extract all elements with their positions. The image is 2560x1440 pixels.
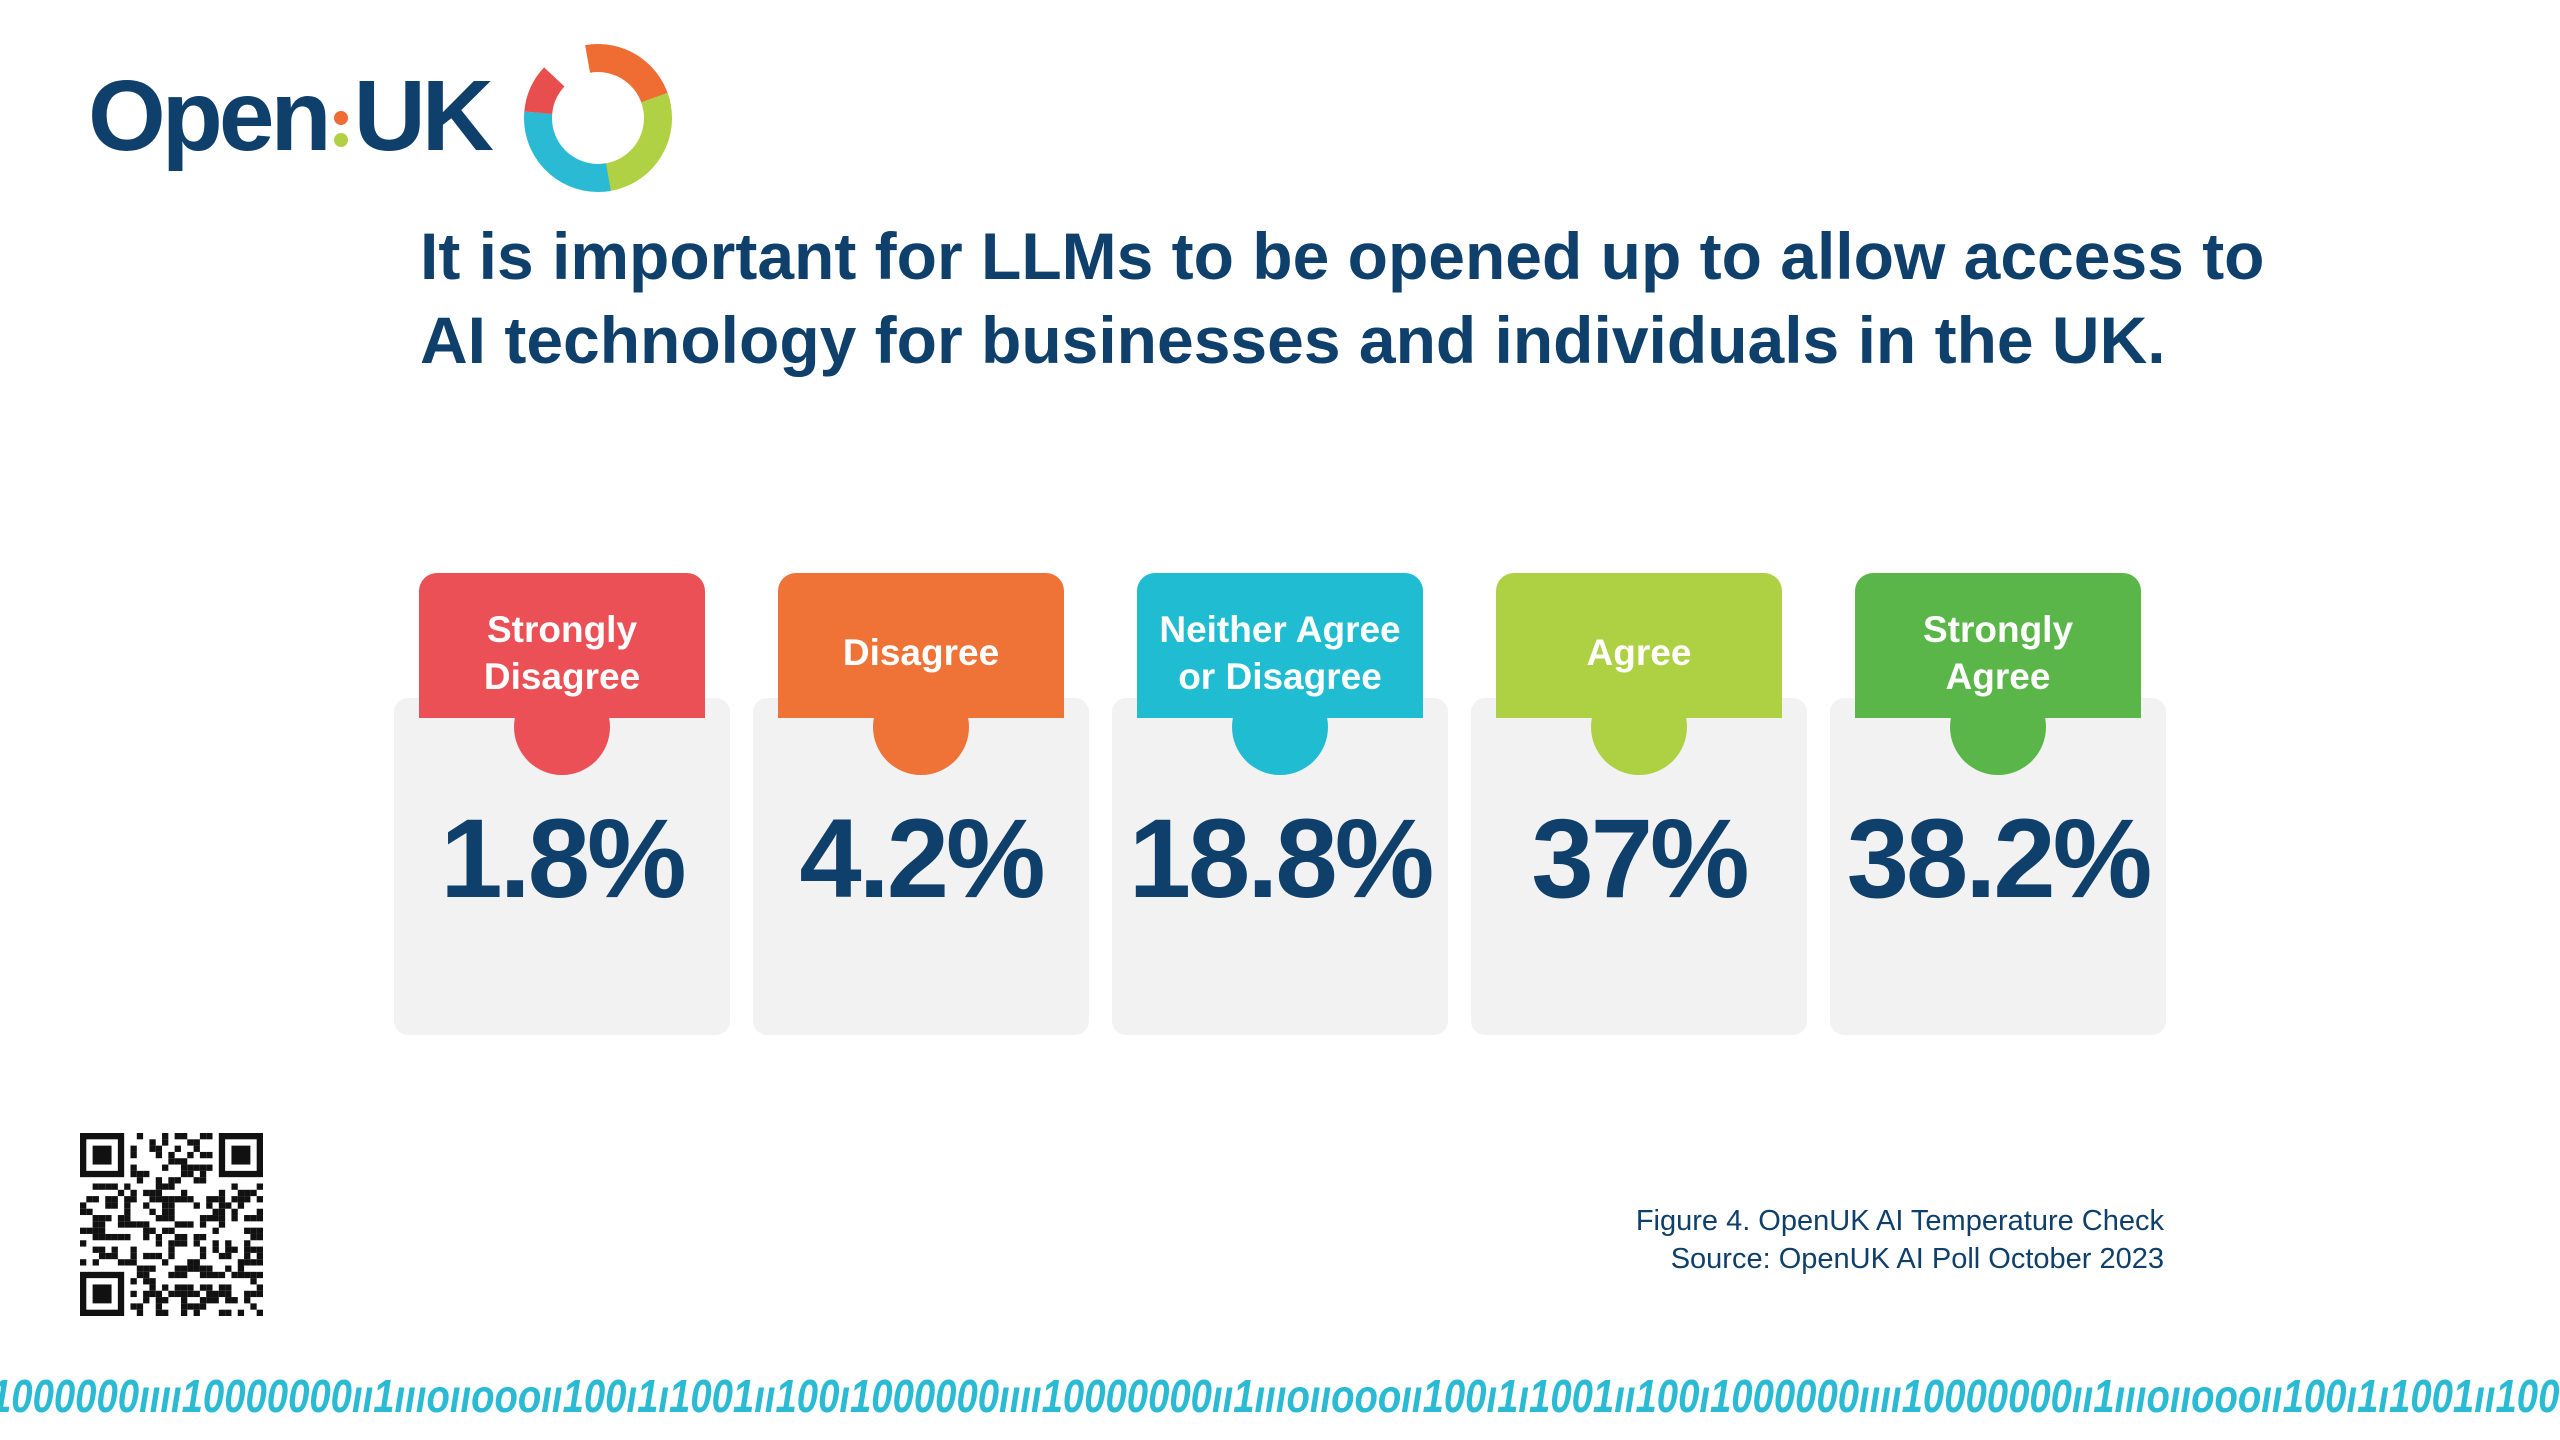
response-cards: Strongly Disagree 1.8% Disagree 4.2% Neither…: [394, 573, 2174, 1035]
card-label: Disagree: [842, 632, 1000, 673]
response-card: Strongly Agree 38.2%: [1830, 573, 2166, 1035]
card-label: Neither Agree or Disagree: [1159, 608, 1401, 697]
openuk-logo: Open UK: [88, 38, 688, 198]
card-label-tab: [1137, 573, 1423, 718]
logo-wordmark: Open UK: [88, 60, 494, 172]
card-value: 1.8%: [440, 796, 686, 921]
figure-source: Source: OpenUK AI Poll October 2023: [1670, 1243, 2164, 1275]
card-value: 37%: [1531, 796, 1749, 921]
response-card: Neither Agree or Disagree 18.8%: [1112, 573, 1448, 1035]
card-label-tab: [1855, 573, 2141, 718]
card-value: 4.2%: [799, 796, 1045, 921]
card-value: 38.2%: [1846, 796, 2153, 921]
response-card: Disagree 4.2%: [753, 573, 1089, 1035]
headline: It is important for LLMs to be opened up…: [420, 219, 2265, 377]
response-card: Strongly Disagree 1.8%: [394, 573, 730, 1035]
qr-code[interactable]: [80, 1133, 263, 1316]
figure-title: Figure 4. OpenUK AI Temperature Check: [1635, 1205, 2164, 1237]
logo-ring-icon: [524, 43, 672, 192]
response-card: Agree 37%: [1471, 573, 1807, 1035]
card-label-tab: [1496, 573, 1782, 718]
card-label-tab: [778, 573, 1064, 718]
card-label: Strongly Disagree: [483, 608, 641, 697]
binary-decoration: 1000000ıııı10000000ıı1ıııoııoooıı100ı1ı1…: [0, 1370, 2560, 1422]
card-value: 18.8%: [1128, 796, 1435, 921]
binary-text: 1000000ıııı10000000ıı1ıııoııoooıı100ı1ı1…: [0, 1370, 2560, 1422]
figure-caption: Figure 4. OpenUK AI Temperature Check So…: [1636, 1202, 2164, 1278]
card-label-tab: [419, 573, 705, 718]
card-label: Strongly Agree: [1922, 608, 2074, 697]
card-label: Agree: [1586, 632, 1692, 673]
